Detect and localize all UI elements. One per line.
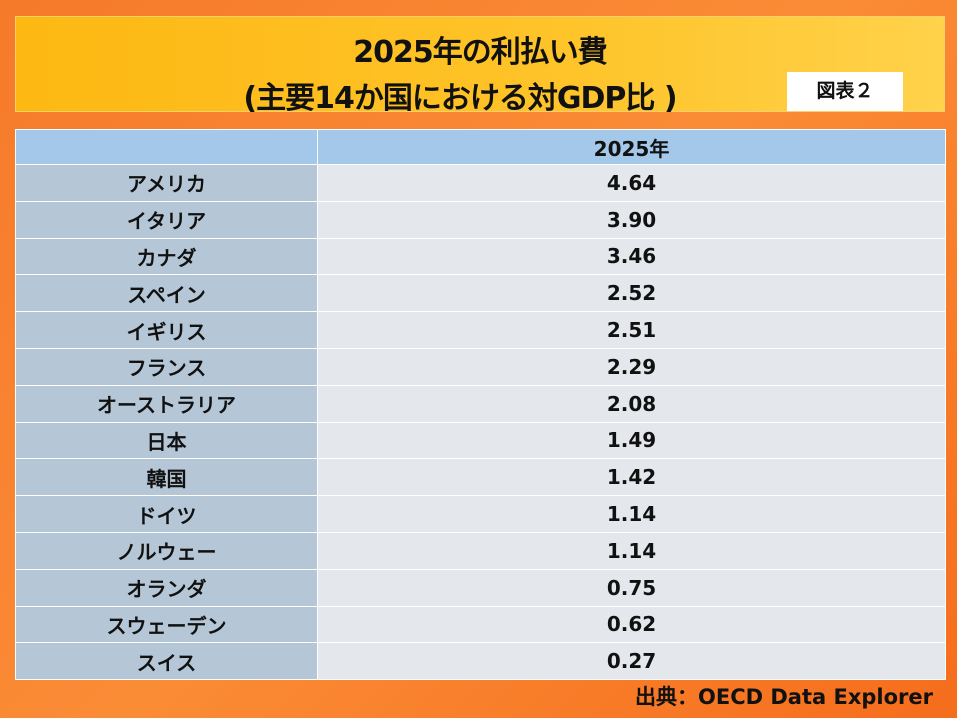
country-cell: 韓国 <box>15 458 318 497</box>
table-row: 日本 1.49 <box>15 421 946 460</box>
value-cell: 1.14 <box>317 495 946 533</box>
value-cell: 2.08 <box>317 384 946 423</box>
table-row: アメリカ 4.64 <box>15 164 946 202</box>
country-cell: イタリア <box>15 200 318 239</box>
country-cell: ノルウェー <box>15 531 318 570</box>
country-cell: ドイツ <box>15 495 318 533</box>
table-row: ノルウェー 1.14 <box>15 531 946 570</box>
header-country <box>15 129 318 165</box>
table-row: ドイツ 1.14 <box>15 495 946 533</box>
value-cell: 1.14 <box>317 531 946 570</box>
value-cell: 0.75 <box>317 568 946 607</box>
country-cell: スウェーデン <box>15 605 318 644</box>
table-row: スウェーデン 0.62 <box>15 605 946 644</box>
value-cell: 4.64 <box>317 164 946 202</box>
title-banner: 2025年の利払い費 (主要14か国における対GDP比 ) 図表２ <box>15 16 945 116</box>
value-cell: 3.90 <box>317 200 946 239</box>
table-row: イタリア 3.90 <box>15 200 946 239</box>
table-row: オランダ 0.75 <box>15 568 946 607</box>
value-cell: 0.27 <box>317 642 946 681</box>
header-year: 2025年 <box>317 129 946 165</box>
country-cell: アメリカ <box>15 164 318 202</box>
country-cell: カナダ <box>15 237 318 276</box>
country-cell: スイス <box>15 642 318 681</box>
country-cell: 日本 <box>15 421 318 460</box>
value-cell: 3.46 <box>317 237 946 276</box>
value-cell: 2.52 <box>317 274 946 313</box>
header-row: 2025年 <box>15 129 946 165</box>
country-cell: スペイン <box>15 274 318 313</box>
country-cell: フランス <box>15 347 318 386</box>
figure-label: 図表２ <box>787 72 903 111</box>
value-cell: 2.51 <box>317 311 946 349</box>
value-cell: 1.42 <box>317 458 946 497</box>
title-line-2: (主要14か国における対GDP比 ) <box>243 81 677 116</box>
table-row: スイス 0.27 <box>15 642 946 681</box>
country-cell: オーストラリア <box>15 384 318 423</box>
table-row: 韓国 1.42 <box>15 458 946 497</box>
table-row: フランス 2.29 <box>15 347 946 386</box>
table-row: オーストラリア 2.08 <box>15 384 946 423</box>
value-cell: 1.49 <box>317 421 946 460</box>
table-row: カナダ 3.46 <box>15 237 946 276</box>
country-cell: オランダ <box>15 568 318 607</box>
title-line-1: 2025年の利払い費 <box>353 35 608 70</box>
data-table: 2025年 アメリカ 4.64 イタリア 3.90 カナダ 3.46 スペイン 2.52 イギリ… <box>15 129 946 681</box>
table-row: スペイン 2.52 <box>15 274 946 313</box>
table-row: イギリス 2.51 <box>15 311 946 349</box>
value-cell: 2.29 <box>317 347 946 386</box>
country-cell: イギリス <box>15 311 318 349</box>
value-cell: 0.62 <box>317 605 946 644</box>
source-note: 出典：OECD Data Explorer <box>635 685 933 709</box>
